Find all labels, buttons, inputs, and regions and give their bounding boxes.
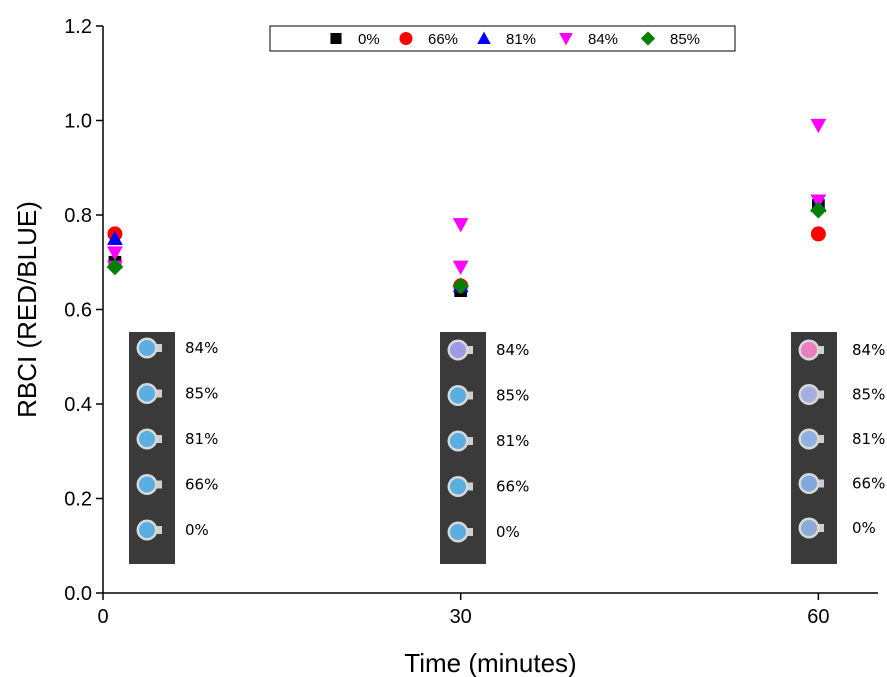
strip-label: 66%: [496, 478, 529, 496]
data-point: [452, 260, 469, 275]
y-tick-label: 1.2: [64, 16, 92, 38]
data-point: [810, 226, 826, 242]
legend-label: 84%: [588, 31, 618, 48]
x-tick-label: 30: [450, 606, 472, 628]
legend-label: 81%: [506, 31, 536, 48]
strip-label: 85%: [496, 387, 529, 405]
y-tick-label: 0.2: [64, 489, 92, 511]
legend-entry-84%: 84%: [559, 31, 618, 48]
data-point: [452, 218, 469, 233]
strip-label: 85%: [185, 385, 218, 403]
sensor-spot: [450, 387, 466, 404]
legend-marker: [477, 31, 491, 45]
strip-label: 81%: [852, 430, 885, 448]
x-tick-label: 0: [97, 606, 108, 628]
data-point: [452, 277, 469, 295]
strip-label: 81%: [496, 432, 529, 450]
data-point: [106, 258, 124, 276]
y-tick-label: 1.0: [64, 111, 92, 133]
strip-label: 66%: [185, 476, 218, 494]
x-tick-label: 60: [807, 606, 829, 628]
data-point: [810, 118, 827, 134]
sensor-spot: [801, 386, 817, 403]
x-axis-title: Time (minutes): [404, 648, 576, 677]
legend-entry-81%: 81%: [477, 31, 536, 48]
series-85%: [106, 202, 827, 295]
data-point: [107, 230, 123, 245]
legend-label: 0%: [358, 31, 380, 48]
y-tick-label: 0.8: [64, 205, 92, 227]
strip-label: 84%: [185, 339, 218, 357]
legend-marker: [640, 31, 656, 46]
sensor-spot: [801, 475, 817, 492]
sensor-spot: [139, 340, 155, 356]
photo-insets: 84% 85% 81% 66% 0% 84% 85% 81% 66% 0% 84% 85% 81% 66%…: [129, 332, 885, 564]
sensor-spot: [139, 522, 155, 538]
legend-marker: [399, 32, 413, 45]
photo-inset-1: 84% 85% 81% 66% 0%: [129, 332, 218, 564]
strip-label: 84%: [852, 341, 885, 359]
legend-marker: [559, 32, 573, 46]
legend: 0% 66% 81% 84% 85%: [269, 25, 736, 52]
legend-marker: [330, 32, 342, 45]
strip-label: 0%: [496, 523, 520, 541]
sensor-spot: [450, 342, 466, 358]
legend-entry-0%: 0%: [330, 31, 380, 48]
series-66%: [107, 226, 826, 294]
legend-label: 66%: [428, 31, 458, 48]
sensor-spot: [139, 431, 155, 447]
strip-label: 81%: [185, 430, 218, 448]
sensor-spot: [450, 478, 466, 495]
sensor-spot: [801, 342, 817, 358]
data-markers: [106, 118, 827, 297]
y-tick-label: 0.4: [64, 394, 92, 416]
strip-label: 85%: [852, 386, 885, 404]
series-84%: [107, 118, 827, 275]
series-81%: [107, 197, 827, 293]
axes: 0.0 0.2 0.4 0.6 0.8 1.0 1.2 0 30 60: [64, 16, 878, 628]
sensor-spot: [139, 385, 155, 402]
legend-entry-85%: 85%: [640, 31, 700, 48]
sensor-spot: [801, 431, 817, 447]
legend-box: [269, 25, 736, 52]
strip-label: 0%: [185, 521, 209, 539]
legend-entry-66%: 66%: [399, 31, 458, 48]
data-point: [810, 194, 827, 209]
sensor-spot: [450, 524, 466, 540]
strip-label: 0%: [852, 519, 876, 537]
strip-label: 66%: [852, 475, 885, 493]
photo-inset-60: 84% 85% 81% 66% 0%: [791, 332, 885, 564]
y-tick-label: 0.0: [64, 583, 92, 605]
y-tick-label: 0.6: [64, 300, 92, 322]
data-point: [107, 246, 123, 261]
data-point: [810, 202, 827, 219]
sensor-spot: [801, 520, 817, 536]
sensor-spot: [139, 476, 155, 493]
y-axis-title: RBCI (RED/BLUE): [12, 201, 42, 418]
sensor-spot: [450, 433, 466, 449]
photo-inset-30: 84% 85% 81% 66% 0%: [440, 332, 529, 564]
legend-label: 85%: [670, 31, 700, 48]
strip-label: 84%: [496, 341, 529, 359]
